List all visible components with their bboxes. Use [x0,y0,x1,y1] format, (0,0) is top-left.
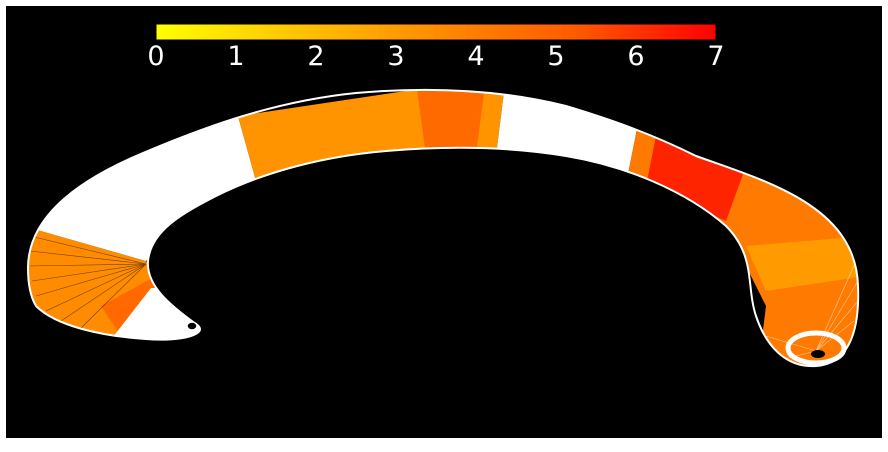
segment-orange-band-hot [416,89,486,156]
left-fiber-lines [29,235,147,329]
colorbar-tick-3: 3 [387,41,405,72]
colorbar-tick-1: 1 [227,41,245,72]
right-end-ring [785,330,847,366]
colorbar-tick-4: 4 [467,41,485,72]
tract-fill [28,89,859,367]
figure-canvas: 0 1 2 3 4 5 6 7 [6,6,882,438]
colorbar-tick-5: 5 [547,41,565,72]
right-end-dot [811,350,825,358]
segment-right-hot [646,136,746,221]
segment-right-mid [746,236,859,291]
colorbar [156,24,716,40]
colorbar-tick-7: 7 [707,41,725,72]
fiber-tract-diagram [27,88,860,368]
left-end-dot [186,321,198,331]
colorbar-tick-0: 0 [147,41,165,72]
colorbar-tick-2: 2 [307,41,325,72]
colorbar-tick-6: 6 [627,41,645,72]
